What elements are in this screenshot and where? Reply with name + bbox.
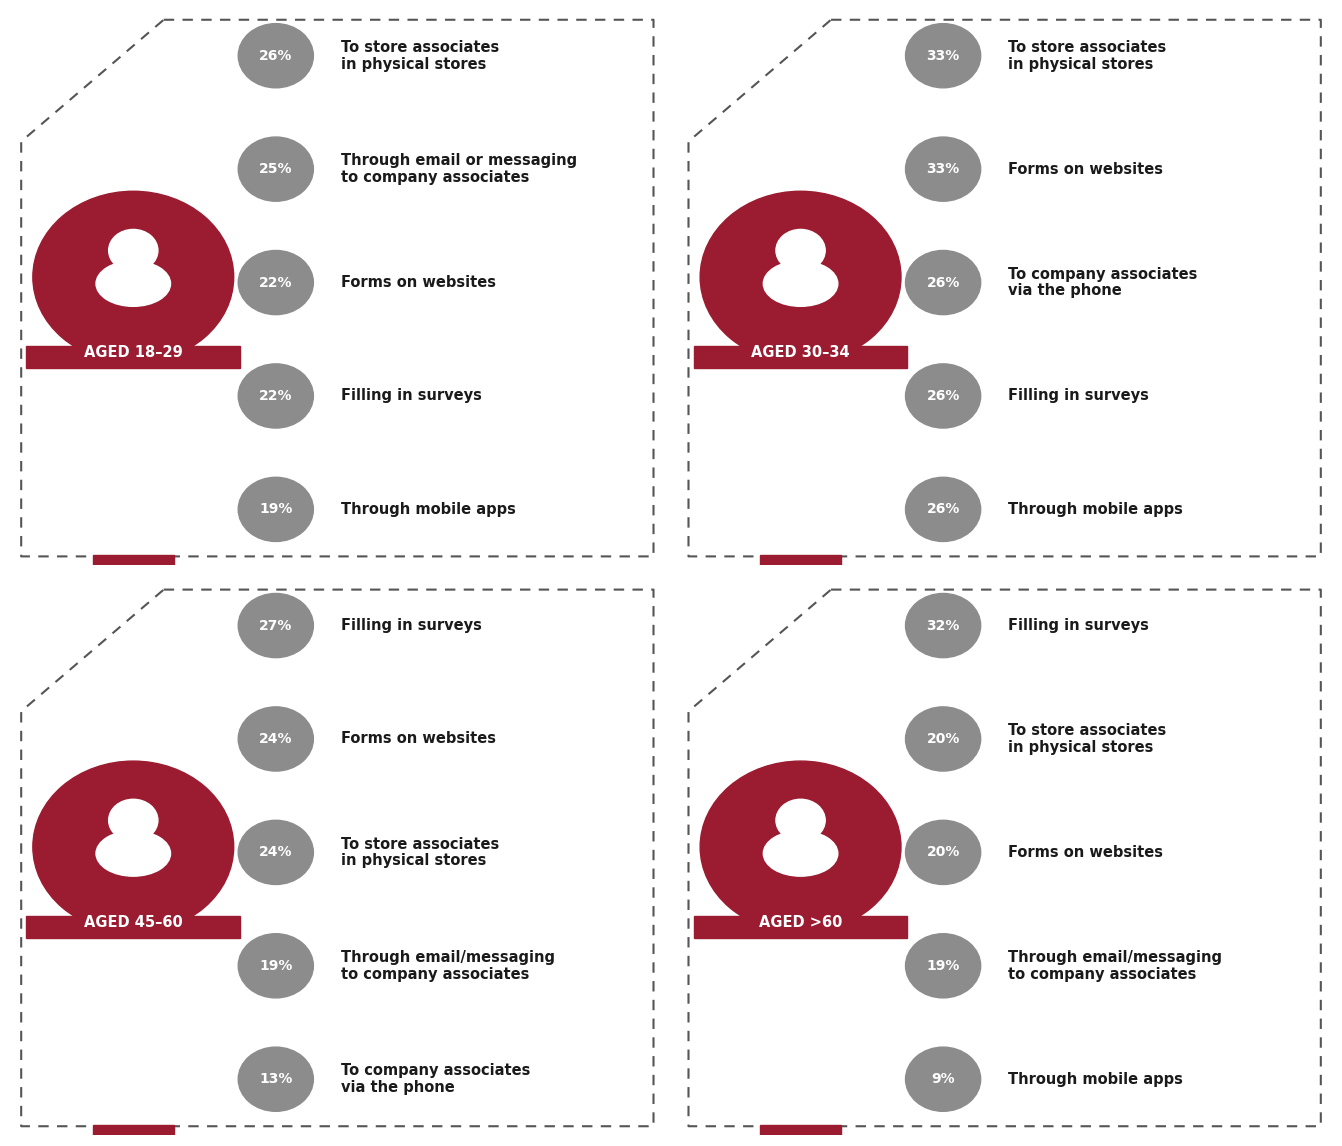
Bar: [93, 556, 173, 565]
Circle shape: [109, 229, 158, 272]
Ellipse shape: [97, 261, 170, 306]
Circle shape: [906, 364, 981, 429]
Circle shape: [239, 477, 314, 541]
Text: 22%: 22%: [259, 275, 293, 290]
Text: Forms on websites: Forms on websites: [341, 731, 495, 746]
Circle shape: [906, 251, 981, 315]
Text: 9%: 9%: [931, 1073, 956, 1086]
Circle shape: [701, 191, 900, 363]
Circle shape: [109, 799, 158, 841]
Bar: [694, 346, 907, 368]
Text: To store associates: To store associates: [341, 837, 499, 851]
Text: To company associates: To company associates: [341, 1063, 530, 1078]
Circle shape: [239, 934, 314, 998]
Bar: [93, 1125, 173, 1135]
Circle shape: [906, 477, 981, 541]
Text: Filling in surveys: Filling in surveys: [341, 388, 482, 403]
Circle shape: [906, 138, 981, 202]
Bar: [27, 916, 240, 939]
Circle shape: [776, 229, 825, 272]
Text: 32%: 32%: [926, 619, 960, 633]
Text: to company associates: to company associates: [341, 966, 529, 982]
Text: Filling in surveys: Filling in surveys: [1008, 618, 1149, 633]
Text: To store associates: To store associates: [1008, 723, 1166, 738]
Circle shape: [906, 821, 981, 885]
Text: AGED 18–29: AGED 18–29: [85, 345, 183, 360]
Ellipse shape: [764, 261, 837, 306]
Text: To store associates: To store associates: [1008, 40, 1166, 55]
Text: AGED 45–60: AGED 45–60: [85, 916, 183, 931]
Text: via the phone: via the phone: [341, 1080, 455, 1096]
Text: Filling in surveys: Filling in surveys: [1008, 388, 1149, 403]
Text: 27%: 27%: [259, 619, 293, 633]
Circle shape: [239, 707, 314, 771]
Ellipse shape: [764, 831, 837, 877]
Text: Filling in surveys: Filling in surveys: [341, 618, 482, 633]
Text: in physical stores: in physical stores: [341, 56, 486, 71]
Text: in physical stores: in physical stores: [1008, 56, 1153, 71]
Circle shape: [32, 761, 234, 933]
Bar: [27, 346, 240, 368]
Bar: [760, 1125, 841, 1135]
Text: via the phone: via the phone: [1008, 283, 1122, 298]
Text: 26%: 26%: [926, 502, 960, 517]
Text: 13%: 13%: [259, 1073, 293, 1086]
Circle shape: [239, 251, 314, 315]
Circle shape: [776, 799, 825, 841]
Circle shape: [906, 594, 981, 658]
Text: in physical stores: in physical stores: [1008, 740, 1153, 755]
Text: Through mobile apps: Through mobile apps: [341, 502, 515, 517]
Circle shape: [32, 191, 234, 363]
Bar: [760, 556, 841, 565]
Text: 19%: 19%: [926, 959, 960, 973]
Text: 19%: 19%: [259, 502, 293, 517]
Text: 22%: 22%: [259, 388, 293, 403]
Text: To company associates: To company associates: [1008, 267, 1197, 282]
Text: 20%: 20%: [926, 846, 960, 860]
Circle shape: [701, 761, 900, 933]
Text: AGED >60: AGED >60: [758, 916, 843, 931]
Text: AGED 30–34: AGED 30–34: [752, 345, 849, 360]
Text: to company associates: to company associates: [341, 170, 529, 185]
Text: 20%: 20%: [926, 732, 960, 746]
Text: 25%: 25%: [259, 162, 293, 176]
Text: Forms on websites: Forms on websites: [1008, 162, 1164, 176]
Text: 26%: 26%: [926, 275, 960, 290]
Circle shape: [906, 934, 981, 998]
Text: 19%: 19%: [259, 959, 293, 973]
Text: Through email or messaging: Through email or messaging: [341, 154, 577, 168]
Circle shape: [239, 364, 314, 429]
Text: Through mobile apps: Through mobile apps: [1008, 502, 1182, 517]
Circle shape: [906, 1047, 981, 1112]
Text: Forms on websites: Forms on websites: [1008, 845, 1164, 860]
Text: to company associates: to company associates: [1008, 966, 1196, 982]
Circle shape: [239, 138, 314, 202]
Circle shape: [239, 594, 314, 658]
Circle shape: [239, 24, 314, 88]
Circle shape: [239, 1047, 314, 1112]
Text: 24%: 24%: [259, 732, 293, 746]
Text: 24%: 24%: [259, 846, 293, 860]
Ellipse shape: [97, 831, 170, 877]
Circle shape: [906, 24, 981, 88]
Text: Through email/messaging: Through email/messaging: [1008, 950, 1221, 965]
Text: To store associates: To store associates: [341, 40, 499, 55]
Text: 33%: 33%: [926, 162, 960, 176]
Text: Forms on websites: Forms on websites: [341, 275, 495, 290]
Circle shape: [239, 821, 314, 885]
Text: Through mobile apps: Through mobile apps: [1008, 1072, 1182, 1086]
Text: Through email/messaging: Through email/messaging: [341, 950, 554, 965]
Circle shape: [906, 707, 981, 771]
Text: 26%: 26%: [926, 388, 960, 403]
Text: 33%: 33%: [926, 49, 960, 63]
Text: 26%: 26%: [259, 49, 293, 63]
Text: in physical stores: in physical stores: [341, 853, 486, 869]
Bar: [694, 916, 907, 939]
